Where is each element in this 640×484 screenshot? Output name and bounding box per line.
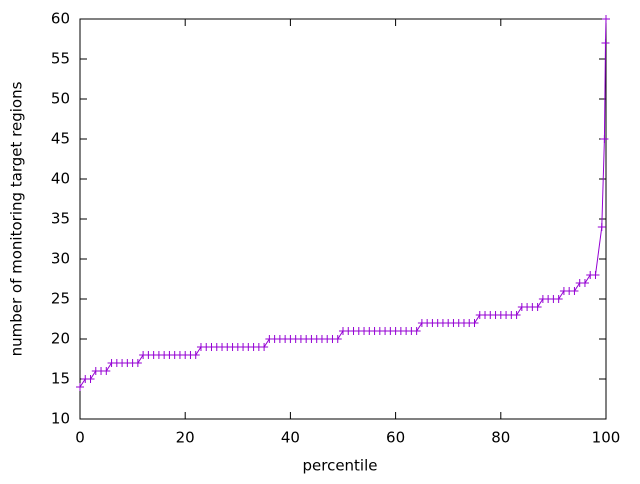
y-tick-label: 30 [51, 250, 70, 268]
point-marker [412, 327, 421, 335]
point-marker [591, 271, 600, 279]
point-marker [570, 287, 579, 295]
point-marker [600, 135, 609, 143]
point-marker [602, 15, 610, 23]
y-tick-label: 40 [51, 170, 70, 188]
point-marker [580, 279, 589, 287]
point-marker [554, 295, 563, 303]
point-marker [102, 367, 111, 375]
y-tick-label: 60 [51, 10, 70, 28]
x-tick-label: 0 [75, 429, 85, 447]
point-marker [533, 303, 542, 311]
x-tick-label: 60 [386, 429, 405, 447]
point-marker [597, 223, 606, 231]
y-tick-label: 55 [51, 50, 70, 68]
x-tick-label: 100 [592, 429, 621, 447]
point-marker [512, 311, 521, 319]
point-marker [470, 319, 479, 327]
point-marker [76, 383, 84, 391]
point-marker [260, 343, 269, 351]
x-tick-label: 20 [176, 429, 195, 447]
x-tick-label: 80 [491, 429, 510, 447]
point-marker [333, 335, 342, 343]
y-tick-label: 35 [51, 210, 70, 228]
x-axis-label: percentile [302, 457, 377, 475]
y-tick-label: 45 [51, 130, 70, 148]
y-tick-label: 25 [51, 290, 70, 308]
point-marker [86, 375, 95, 383]
y-tick-label: 20 [51, 330, 70, 348]
y-tick-label: 10 [51, 410, 70, 428]
y-tick-label: 50 [51, 90, 70, 108]
point-marker [601, 39, 610, 47]
y-tick-label: 15 [51, 370, 70, 388]
point-marker [133, 359, 142, 367]
y-axis-label: number of monitoring target regions [8, 81, 26, 356]
point-marker [191, 351, 200, 359]
x-tick-label: 40 [281, 429, 300, 447]
